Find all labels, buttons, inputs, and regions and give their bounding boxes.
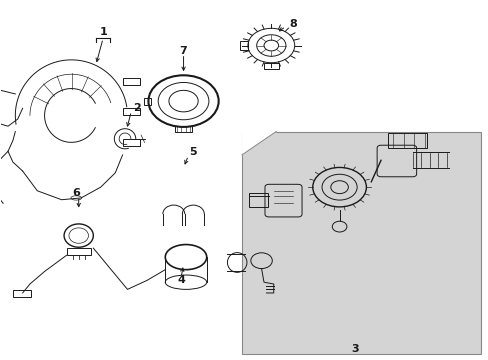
Bar [122, 108, 140, 116]
Text: 5: 5 [189, 147, 197, 157]
Bar [239, 41, 248, 50]
Polygon shape [242, 132, 276, 155]
Bar [13, 290, 31, 297]
Text: 6: 6 [72, 188, 80, 198]
Text: 1: 1 [99, 27, 107, 37]
Bar [122, 139, 140, 146]
Text: 3: 3 [351, 344, 358, 354]
Bar [249, 193, 267, 207]
Text: 2: 2 [133, 103, 141, 113]
Bar [242, 132, 480, 354]
Bar [66, 248, 91, 255]
Text: 8: 8 [289, 19, 297, 29]
Bar [143, 98, 151, 105]
Text: 4: 4 [177, 275, 184, 285]
Text: 7: 7 [179, 46, 187, 56]
Bar [174, 126, 192, 132]
Bar [122, 78, 140, 85]
Bar [387, 134, 427, 148]
Bar [264, 63, 278, 69]
